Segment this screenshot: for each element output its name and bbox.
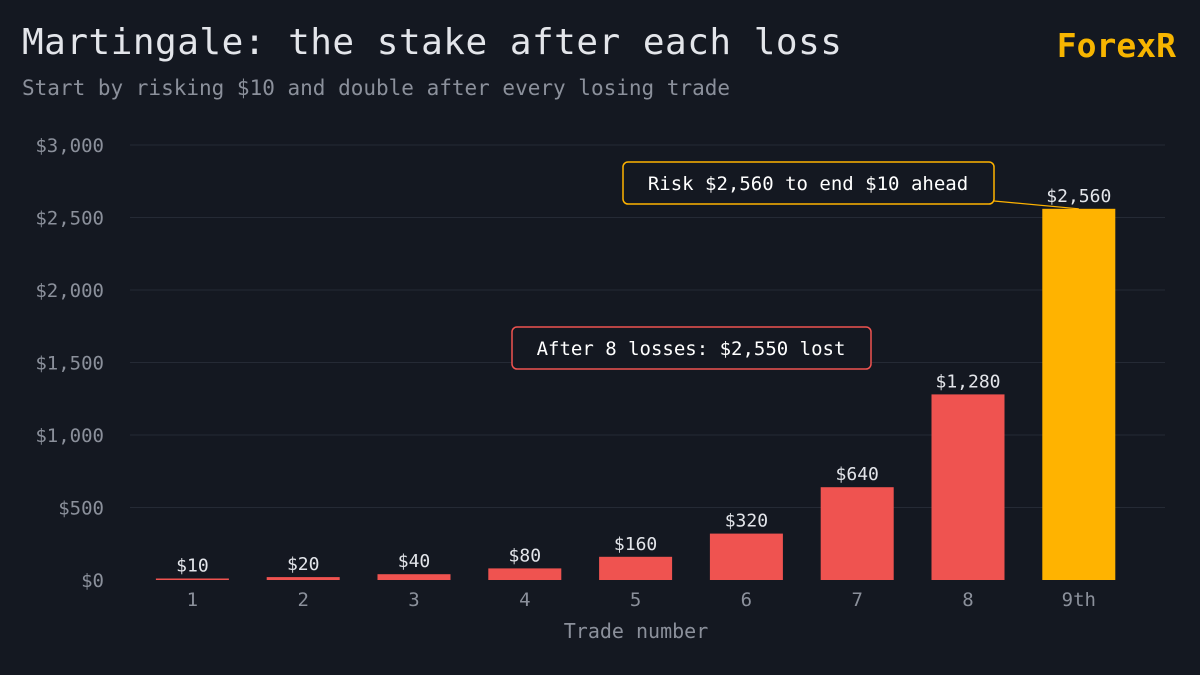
bar xyxy=(709,533,783,580)
y-tick-label: $3,000 xyxy=(35,135,104,157)
x-tick-label: 6 xyxy=(741,589,752,611)
y-tick-label: $1,000 xyxy=(35,425,104,447)
bar-value-label: $40 xyxy=(398,551,431,572)
bar-value-label: $2,560 xyxy=(1046,186,1111,207)
bar-value-label: $80 xyxy=(509,545,542,566)
bar-value-label: $640 xyxy=(836,464,879,485)
x-tick-label: 9th xyxy=(1062,589,1096,611)
y-tick-label: $2,500 xyxy=(35,208,104,230)
x-tick-label: 7 xyxy=(851,589,862,611)
brand-logo: ForexR xyxy=(1056,26,1176,65)
bar-value-label: $20 xyxy=(287,554,320,575)
y-tick-label: $2,000 xyxy=(35,280,104,302)
bar-value-label: $10 xyxy=(176,556,209,577)
bar xyxy=(1042,208,1116,581)
x-tick-label: 2 xyxy=(297,589,308,611)
bar xyxy=(931,394,1005,580)
y-tick-label: $500 xyxy=(58,498,104,520)
bar-value-label: $1,280 xyxy=(935,371,1000,392)
annotation-loss-box xyxy=(511,326,872,370)
bar-value-label: $320 xyxy=(725,511,768,532)
bar xyxy=(820,487,894,580)
chart-subtitle: Start by risking $10 and double after ev… xyxy=(22,76,731,100)
x-tick-label: 8 xyxy=(962,589,973,611)
x-tick-label: 5 xyxy=(630,589,641,611)
bar-value-label: $160 xyxy=(614,534,657,555)
chart-title: Martingale: the stake after each loss xyxy=(22,22,843,63)
annotation-final-leader xyxy=(993,200,1079,210)
annotation-loss-text: After 8 losses: $2,550 lost xyxy=(537,338,846,360)
x-tick-label: 4 xyxy=(519,589,530,611)
x-axis-title: Trade number xyxy=(564,619,709,643)
bar xyxy=(266,577,340,580)
bar xyxy=(599,556,673,580)
annotation-final-box xyxy=(622,161,995,205)
x-tick-label: 1 xyxy=(187,589,198,611)
y-tick-label: $1,500 xyxy=(35,353,104,375)
x-tick-label: 3 xyxy=(408,589,419,611)
bar xyxy=(488,568,562,580)
y-tick-label: $0 xyxy=(81,570,104,592)
bar xyxy=(155,578,229,580)
bar xyxy=(377,574,451,580)
annotation-final-text: Risk $2,560 to end $10 ahead xyxy=(648,173,968,195)
